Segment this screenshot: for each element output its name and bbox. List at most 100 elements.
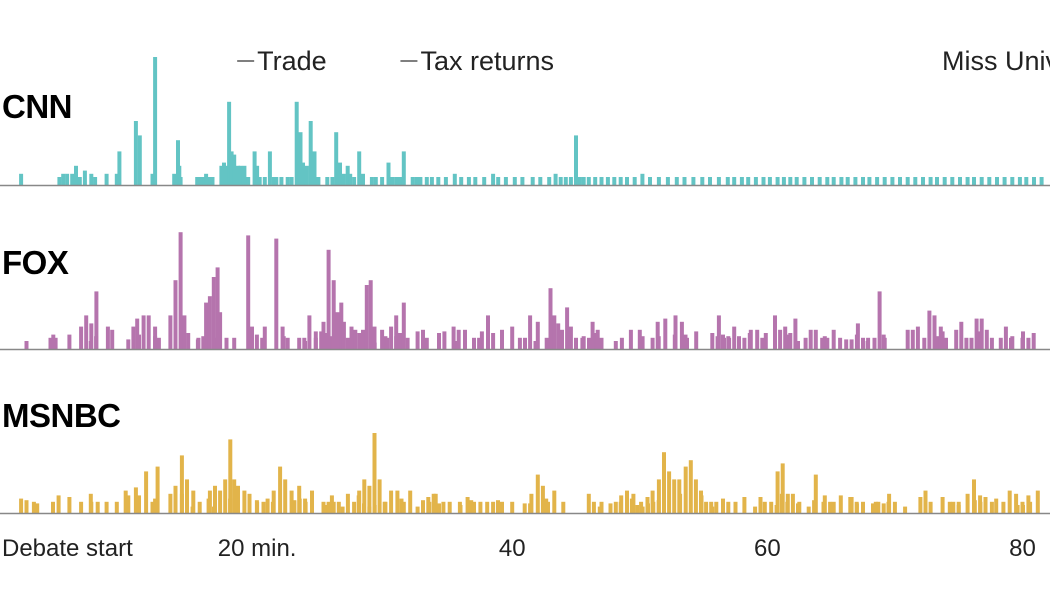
bar-fox [385, 337, 390, 349]
bar-msnbc [389, 490, 394, 513]
bar-fox [178, 232, 183, 349]
bar-msnbc [940, 497, 945, 513]
bar-fox [822, 336, 827, 349]
bar-fox [218, 312, 223, 349]
bar-fox [357, 333, 362, 349]
bar-cnn [398, 177, 402, 185]
bar-fox [998, 337, 1003, 349]
bar-msnbc [1028, 501, 1033, 513]
bar-fox [246, 235, 251, 349]
bar-msnbc [179, 455, 184, 513]
bar-fox [544, 337, 549, 349]
bar-msnbc [265, 498, 270, 513]
bar-msnbc [478, 501, 483, 513]
bar-fox [335, 312, 340, 349]
bar-msnbc [56, 495, 61, 513]
bar-msnbc [415, 506, 420, 513]
bar-cnn [199, 177, 203, 185]
bar-msnbc [780, 463, 785, 513]
bar-fox [813, 329, 818, 349]
bar-msnbc [828, 501, 833, 513]
bar-msnbc [469, 500, 474, 513]
bar-msnbc [336, 501, 341, 513]
bar-msnbc [608, 503, 613, 513]
bar-msnbc [104, 501, 109, 513]
bar-msnbc [873, 501, 878, 513]
bar-msnbc [918, 497, 923, 513]
bar-msnbc [956, 501, 961, 513]
bar-fox [580, 337, 585, 349]
bar-msnbc [496, 500, 500, 513]
bar-cnn [496, 177, 501, 185]
bar-fox [673, 315, 678, 349]
bar-cnn [716, 177, 721, 185]
bar-fox [53, 337, 58, 349]
bar-cnn [304, 165, 309, 185]
bar-msnbc [321, 501, 326, 513]
bar-msnbc [395, 490, 400, 513]
bar-msnbc [377, 479, 382, 513]
bar-msnbc [693, 479, 698, 513]
bar-fox [938, 326, 943, 349]
bar-msnbc [989, 501, 994, 513]
bar-fox [1031, 333, 1036, 349]
bar-cnn [753, 177, 758, 185]
bar-msnbc [35, 503, 40, 513]
bar-fox [254, 334, 259, 349]
bar-cnn [150, 173, 155, 185]
bar-msnbc [173, 485, 178, 513]
bar-cnn [612, 177, 617, 185]
bar-cnn [563, 177, 568, 185]
bar-msnbc [699, 490, 703, 513]
bar-fox [560, 329, 564, 349]
bar-cnn [210, 177, 215, 185]
bar-cnn [674, 177, 679, 185]
bar-msnbc [292, 500, 297, 513]
bar-fox [663, 318, 668, 349]
bar-fox [964, 337, 969, 349]
bar-msnbc [769, 501, 774, 513]
bar-cnn [93, 177, 98, 185]
bar-msnbc [401, 501, 406, 513]
bar-fox [533, 341, 538, 349]
bar-msnbc [965, 493, 970, 513]
panel-fox: FOX [0, 232, 1050, 351]
bar-fox [568, 326, 573, 349]
bar-fox [755, 329, 760, 349]
bar-fox [89, 323, 94, 349]
bar-msnbc [207, 490, 212, 513]
bar-cnn [414, 177, 419, 185]
bar-msnbc [753, 506, 758, 513]
bar-cnn [338, 162, 342, 185]
bar-fox [437, 333, 441, 349]
bar-fox [196, 337, 201, 349]
bar-cnn [133, 121, 138, 185]
bar-cnn [530, 177, 535, 185]
bar-fox [168, 315, 173, 349]
bar-msnbc [408, 490, 413, 513]
bar-msnbc [144, 471, 149, 513]
bar-fox [463, 329, 467, 349]
bar-cnn [810, 177, 814, 185]
bar-fox [556, 323, 561, 349]
bar-msnbc [892, 501, 897, 513]
bar-msnbc [762, 501, 767, 513]
bar-fox [126, 339, 131, 349]
bar-msnbc [228, 439, 233, 513]
bar-cnn [459, 177, 464, 185]
bar-fox [361, 329, 365, 349]
bar-fox [628, 329, 633, 349]
bar-cnn [775, 177, 780, 185]
bar-fox [302, 337, 307, 349]
bar-fox [763, 333, 768, 349]
bar-cnn [345, 165, 350, 185]
bar-fox [324, 333, 329, 349]
bar-cnn [279, 177, 284, 185]
bar-cnn [781, 177, 786, 185]
bar-msnbc [650, 490, 655, 513]
bar-cnn [512, 177, 517, 185]
bar-msnbc [1007, 490, 1012, 513]
bar-msnbc [806, 506, 811, 513]
bar-msnbc [340, 506, 345, 513]
